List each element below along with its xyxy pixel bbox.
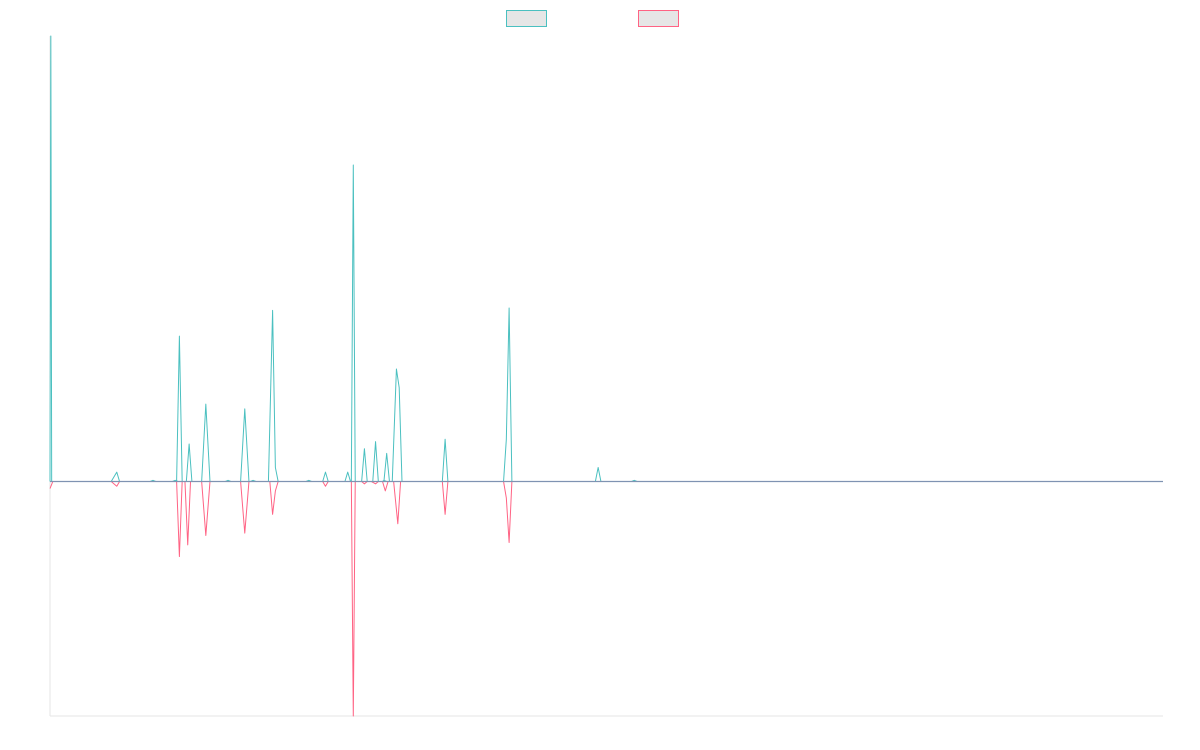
series-1 [49, 35, 1163, 483]
legend-swatch-2[interactable] [638, 10, 679, 27]
chart-axes [49, 36, 1163, 717]
series-layer [49, 35, 1163, 717]
chart-legend [506, 10, 679, 27]
legend-swatch-1[interactable] [506, 10, 547, 27]
series-2 [49, 481, 1163, 717]
series-2-line [49, 481, 1163, 717]
series-1-line [49, 35, 1163, 483]
